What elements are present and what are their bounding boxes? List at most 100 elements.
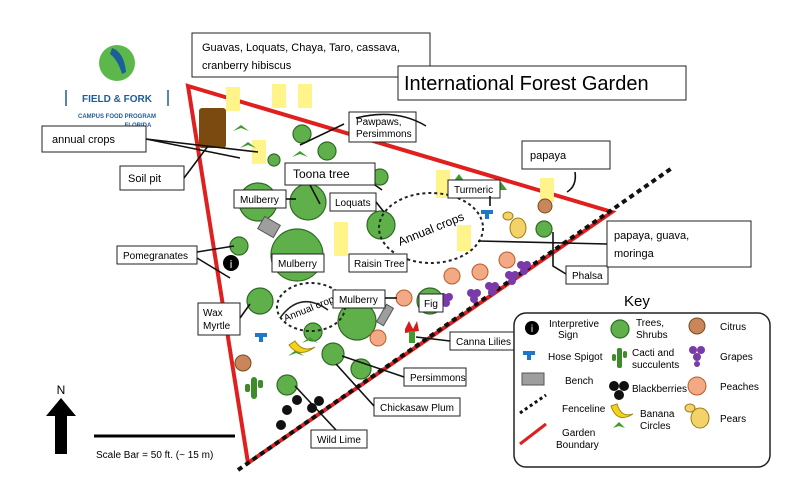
svg-text:Soil pit: Soil pit — [128, 173, 161, 185]
hose-spigot-icon — [523, 351, 535, 360]
svg-text:Toona tree: Toona tree — [293, 167, 350, 181]
svg-text:Pawpaws,: Pawpaws, — [356, 117, 402, 128]
garden-boundary-icon — [519, 422, 547, 446]
svg-text:Wax: Wax — [203, 308, 223, 319]
label-raisin-tree: Raisin Tree — [348, 253, 408, 273]
cactus-icon — [245, 377, 263, 399]
key-bench: Bench — [521, 372, 593, 387]
pear-icon — [502, 211, 527, 239]
north-arrow: N — [46, 383, 76, 454]
callout-guavas: Guavas, Loquats, Chaya, Taro, cassava, c… — [191, 32, 431, 78]
label-phalsa: Phalsa — [565, 265, 609, 285]
interpretive-sign-icon — [525, 321, 539, 335]
map-key: Key i Interpretive Sign Hose Spigot Benc… — [513, 293, 771, 468]
scale-bar-label: Scale Bar = 50 ft. (~ 15 m) — [96, 450, 213, 461]
label-wax-myrtle: Wax Myrtle — [197, 302, 241, 336]
callout-guavas-line1: Guavas, Loquats, Chaya, Taro, cassava, — [202, 42, 400, 54]
blackberries — [276, 395, 324, 430]
key-garden-boundary: Garden Boundary — [519, 422, 599, 451]
svg-text:i: i — [229, 258, 232, 271]
svg-text:Wild Lime: Wild Lime — [317, 435, 361, 446]
key-hose-spigot: Hose Spigot — [523, 351, 603, 363]
label-fig: Fig — [418, 293, 444, 313]
callout-papaya: papaya — [521, 140, 611, 170]
callout-guavas-line2: cranberry hibiscus — [202, 60, 292, 72]
svg-text:Interpretive: Interpretive — [549, 319, 599, 330]
svg-text:Boundary: Boundary — [556, 440, 599, 451]
callout-annual-crops: annual crops — [41, 125, 147, 153]
svg-text:Chickasaw Plum: Chickasaw Plum — [380, 403, 454, 414]
svg-text:Banana: Banana — [640, 409, 675, 420]
north-arrow-label: N — [57, 383, 66, 397]
key-trees-shrubs: Trees, Shrubs — [610, 318, 668, 341]
logo-fork-icon — [110, 48, 126, 74]
logo-leaf-icon — [99, 45, 135, 81]
svg-text:Pomegranates: Pomegranates — [123, 251, 188, 262]
grapes-icon — [689, 346, 705, 367]
svg-text:Raisin Tree: Raisin Tree — [354, 259, 405, 270]
key-citrus: Citrus — [688, 317, 746, 335]
grapes — [439, 261, 531, 307]
svg-text:Mulberry: Mulberry — [278, 259, 317, 270]
key-cacti: Cacti and succulents — [612, 348, 679, 371]
leader-lines — [145, 123, 608, 431]
svg-text:Circles: Circles — [640, 421, 671, 432]
label-mulberry-2: Mulberry — [271, 253, 325, 273]
fenceline — [236, 166, 674, 472]
label-mulberry-3: Mulberry — [332, 289, 386, 309]
svg-text:Bench: Bench — [565, 376, 593, 387]
bench-marker — [257, 215, 281, 239]
label-pawpaws: Pawpaws, Persimmons — [348, 111, 427, 143]
svg-text:moringa: moringa — [614, 248, 655, 260]
peach-icon — [687, 376, 707, 396]
svg-text:papaya, guava,: papaya, guava, — [614, 230, 689, 242]
svg-text:Blackberries: Blackberries — [632, 384, 687, 395]
scale-bar: Scale Bar = 50 ft. (~ 15 m) — [94, 434, 235, 461]
svg-text:annual crops: annual crops — [52, 134, 115, 146]
svg-text:Trees,: Trees, — [636, 318, 664, 329]
svg-text:succulents: succulents — [632, 360, 679, 371]
svg-text:Mulberry: Mulberry — [339, 295, 378, 306]
svg-text:Fenceline: Fenceline — [562, 404, 606, 415]
callout-soil-pit: Soil pit — [119, 165, 185, 191]
svg-text:Cacti and: Cacti and — [632, 348, 674, 359]
page-title: International Forest Garden — [404, 73, 649, 95]
svg-text:Myrtle: Myrtle — [203, 321, 231, 332]
svg-text:Citrus: Citrus — [720, 322, 746, 333]
banana-icon — [610, 403, 634, 419]
bench-marker-2 — [375, 303, 395, 327]
title-box: International Forest Garden — [397, 65, 687, 101]
label-chickasaw-plum: Chickasaw Plum — [373, 397, 461, 417]
svg-text:Shrubs: Shrubs — [636, 330, 668, 341]
logo-subtitle: CAMPUS FOOD PROGRAM — [78, 114, 156, 120]
svg-text:Garden: Garden — [562, 428, 595, 439]
pear-icon — [690, 407, 710, 429]
label-mulberry-1: Mulberry — [233, 189, 287, 209]
svg-text:Pears: Pears — [720, 414, 746, 425]
label-persimmons: Persimmons — [403, 367, 467, 387]
svg-text:i: i — [531, 324, 534, 335]
key-interpretive-sign: i Interpretive Sign — [525, 319, 599, 341]
label-toona-tree: Toona tree — [284, 162, 376, 186]
svg-text:papaya: papaya — [530, 150, 567, 162]
svg-text:Peaches: Peaches — [720, 382, 759, 393]
soil-pit-marker — [199, 108, 226, 148]
label-wild-lime: Wild Lime — [310, 429, 368, 449]
citrus-icon — [234, 198, 553, 372]
svg-text:Loquats: Loquats — [335, 198, 371, 209]
banana-markers — [226, 84, 554, 256]
logo-title: FIELD & FORK — [82, 94, 153, 105]
key-title: Key — [624, 293, 650, 310]
peaches — [369, 251, 516, 347]
key-pears: Pears — [684, 403, 746, 429]
svg-text:Persimmons: Persimmons — [356, 129, 412, 140]
svg-text:Grapes: Grapes — [720, 352, 753, 363]
label-loquats: Loquats — [329, 192, 377, 212]
svg-text:Canna Lilies: Canna Lilies — [456, 337, 511, 348]
field-and-fork-logo: FIELD & FORK CAMPUS FOOD PROGRAM FLORIDA — [65, 45, 169, 129]
label-canna-lilies: Canna Lilies — [449, 331, 515, 351]
svg-text:Persimmons: Persimmons — [410, 373, 466, 384]
key-peaches: Peaches — [687, 376, 759, 396]
banana-icon — [288, 340, 316, 353]
svg-text:Turmeric: Turmeric — [454, 185, 493, 196]
